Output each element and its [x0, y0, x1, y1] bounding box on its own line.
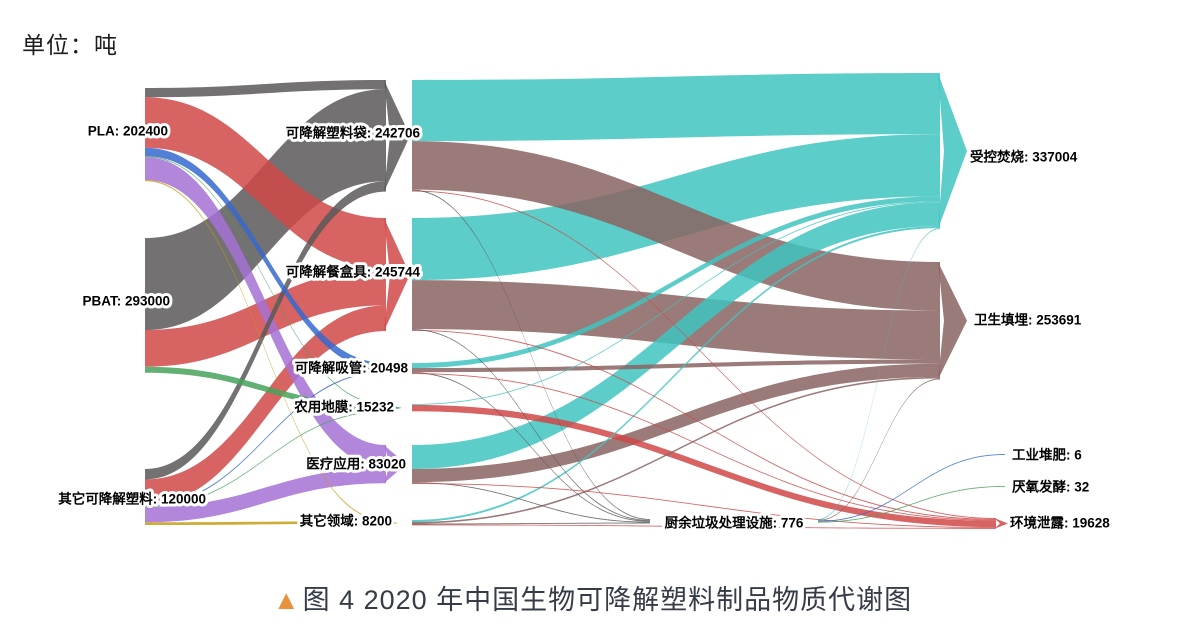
figure-caption: ▲图 4 2020 年中国生物可降解塑料制品物质代谢图	[0, 578, 1185, 617]
node-arrow-landfill	[938, 262, 967, 380]
node-label-incineration: 受控焚烧: 337004	[970, 149, 1078, 165]
node-label-other_plastics: 其它可降解塑料: 120000	[58, 491, 206, 507]
node-label-other_fields: 其它领域: 8200	[300, 513, 392, 529]
flow-straws-kitchen	[412, 372, 650, 522]
flow-kitchen-landfill	[818, 378, 940, 521]
unit-label: 单位：吨	[22, 33, 118, 59]
node-arrow-tableware	[384, 218, 410, 332]
flow-mulch-leakage	[412, 404, 996, 528]
flow-bags-landfill	[412, 141, 940, 311]
flow-other_fields-leakage	[412, 524, 996, 529]
node-arrow-leakage	[994, 518, 1008, 529]
flow-tableware-leakage	[412, 329, 996, 520]
flow-bags-leakage	[412, 190, 996, 519]
flow-other_plastics-medical	[145, 468, 386, 523]
node-label-mulch: 农用地膜: 15232	[293, 399, 394, 415]
node-arrow-mulch	[384, 404, 402, 412]
caption-text: 图 4 2020 年中国生物可降解塑料制品物质代谢图	[302, 585, 913, 615]
node-label-pla: PLA: 202400	[88, 124, 168, 139]
flow-other_plastics-other_fields	[145, 521, 386, 525]
node-arrow-medical	[384, 445, 406, 484]
flow-pla-mulch	[145, 156, 386, 405]
flow-kitchen-anaerobic	[818, 486, 1005, 523]
flow-pla-medical	[145, 157, 386, 468]
flow-pla-other_fields	[145, 180, 386, 522]
flow-mulch-incineration	[412, 201, 940, 405]
node-arrow-other_fields	[384, 520, 398, 526]
node-label-compost: 工业堆肥: 6	[1012, 447, 1082, 463]
node-label-kitchen: 厨余垃圾处理设施: 776	[665, 515, 804, 531]
node-label-landfill: 卫生填埋: 253691	[974, 312, 1082, 328]
flow-pbat-bags	[145, 89, 386, 330]
node-label-straws: 可降解吸管: 20498	[295, 360, 409, 376]
node-label-bags: 可降解塑料袋: 242706	[286, 125, 421, 141]
flow-medical-kitchen	[412, 482, 650, 523]
flow-bags-kitchen	[412, 189, 650, 520]
flow-other_plastics-straws	[145, 371, 386, 507]
flow-pla-straws	[145, 147, 386, 372]
flow-medical-leakage	[412, 483, 996, 529]
node-arrow-bags	[384, 80, 410, 192]
node-arrow-incineration	[938, 73, 967, 229]
flow-other_plastics-mulch	[145, 410, 386, 508]
flow-pla-bags	[145, 80, 386, 98]
node-label-medical: 医疗应用: 83020	[306, 456, 406, 472]
flow-straws-landfill	[412, 359, 940, 373]
flow-other_fields-kitchen	[412, 522, 650, 525]
node-label-leakage: 环境泄露: 19628	[1010, 515, 1110, 531]
flow-straws-incineration	[412, 196, 940, 369]
flow-other_plastics-bags	[145, 181, 386, 480]
flow-kitchen-compost	[818, 454, 1005, 522]
flow-other_plastics-tableware	[145, 305, 386, 506]
flow-medical-incineration	[412, 202, 940, 469]
flow-straws-leakage	[412, 373, 996, 521]
flow-other_fields-landfill	[412, 376, 940, 524]
node-label-tableware: 可降解餐盒具: 245744	[286, 264, 421, 280]
node-label-pbat: PBAT: 293000	[82, 294, 170, 309]
flow-other_fields-incineration	[412, 226, 940, 522]
flow-medical-landfill	[412, 363, 940, 483]
node-label-anaerobic: 厌氧发酵: 32	[1012, 479, 1089, 495]
flow-tableware-kitchen	[412, 329, 650, 521]
flow-bags-incineration	[412, 73, 940, 142]
flow-kitchen-incineration	[818, 228, 940, 520]
node-arrow-straws	[384, 363, 404, 373]
caption-triangle-icon: ▲	[272, 585, 301, 615]
flow-tableware-landfill	[412, 280, 940, 360]
flow-pbat-mulch	[145, 366, 386, 411]
